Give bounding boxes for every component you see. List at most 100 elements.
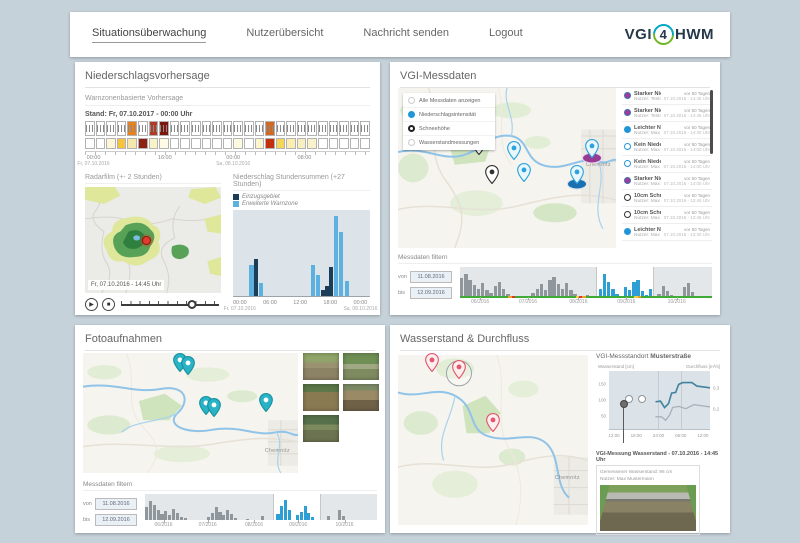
photo-thumbnail[interactable] [343,384,379,411]
forecast-heat-cell [148,138,159,149]
map-pin-water[interactable] [451,359,466,379]
layer-option[interactable]: Niederschlagsintensität [403,108,495,122]
photo-thumbnail[interactable] [303,415,339,442]
forecast-spark-cell [233,121,243,136]
map-pin-rain[interactable] [569,165,584,184]
forecast-heat-cell [254,138,265,149]
map-pin-photo[interactable] [258,392,273,412]
entry-ago: vor 50 Tagen [684,210,710,215]
measurement-entry[interactable]: 10cm SchneeNutzer: Max Mustermann vor 50 … [622,207,712,224]
photo-thumbnail[interactable] [303,384,339,411]
forecast-heat-cell [275,138,286,149]
map-pin-water[interactable] [486,412,500,432]
filter-bis-input[interactable] [95,514,137,526]
map-pin-rain[interactable] [506,141,521,160]
forecast-heat-cell [201,138,212,149]
histogram-bar [326,516,330,520]
forecast-heat-cell [339,138,349,149]
stop-button[interactable]: ■ [102,298,115,311]
filter-von-input[interactable] [410,271,452,283]
entry-user: Nutzer: Max Mustermann [634,148,661,153]
map-pin-photo[interactable] [207,397,222,417]
layer-option[interactable]: Schneehöhe [403,122,495,136]
histogram-bar [183,518,187,520]
measurement-entry[interactable]: 10cm SchneeNutzer: Max Mustermann vor 50 … [622,190,712,207]
station-detail-column: VGI-Messstandort Musterstraße Wasserstan… [596,353,722,536]
list-scrollbar[interactable] [710,90,713,154]
nav-item[interactable]: Nachricht senden [363,26,450,39]
hourly-bar-chart [233,210,370,297]
date-range-histogram[interactable] [460,267,712,298]
measurement-entry[interactable]: Leichter NiederschlagNutzer: Max Musterm… [622,122,712,139]
cursor-handle[interactable] [620,400,629,409]
date-range-histogram[interactable] [145,494,377,520]
city-label: Chemnitz [585,161,611,168]
measurement-info-card[interactable]: Gemessener Wasserstand: 96 cm Nutzer: Ma… [596,465,700,536]
radar-location-marker [142,235,152,245]
bar [315,274,320,296]
entry-title: Starker Niederschlag [634,91,661,97]
histogram-bar [686,283,691,297]
axis-tick: 06:00 [675,433,687,438]
month-tick: 07/2016 [198,520,217,528]
photo-thumbnail[interactable] [343,353,379,380]
wasserstand-map[interactable]: Chemnitz [398,353,588,525]
filter-title: Messdaten filtern [398,254,712,264]
nav-item[interactable]: Nutzerübersicht [246,26,324,39]
slider-handle[interactable] [187,300,197,309]
photo-thumbnail[interactable] [303,353,339,380]
map-pin-rain[interactable] [517,163,532,183]
nav-item[interactable]: Logout [489,26,523,39]
measurement-entry[interactable]: Leichter NiederschlagNutzer: Max Musterm… [622,224,712,241]
measurement-entry[interactable]: Starker NiederschlagNutzer: Testnutzer vo… [622,88,712,105]
layer-option[interactable]: Alle Messdaten anzeigen [403,94,495,108]
axis-tick: 18:00 [323,300,338,306]
measurement-entry[interactable]: Kein NiederschlagNutzer: Max Mustermann v… [622,156,712,173]
legend-entry: Einzugsgebiet [233,194,370,200]
measurement-list: Starker NiederschlagNutzer: Testnutzervo… [622,88,712,248]
radio-icon [408,139,415,146]
measurement-entry[interactable]: Starker NiederschlagNutzer: Testnutzer vo… [622,105,712,122]
forecast-heat-cell [169,138,180,149]
filter-von-input[interactable] [95,498,137,510]
heavy-measurement-icon [624,109,631,116]
entry-ago: vor 50 Tagen [684,227,710,232]
forecast-heat-cell [307,138,318,149]
entry-ago: vor 50 Tagen [684,125,710,130]
map-pin-snow[interactable] [484,165,499,184]
legend-label: Erweiterte Warnzone [242,201,298,207]
histogram-bar [338,510,342,520]
forecast-stand-label: Stand: Fr, 07.10.2017 - 00:00 Uhr [85,111,193,118]
radar-map[interactable]: Fr, 07.10.2016 - 14:45 Uhr [85,187,221,293]
play-button[interactable]: ▶ [85,298,98,311]
fotos-date-filter: Messdaten filtern von bis 06/2016 07/2016 08/… [83,481,377,528]
radar-time-slider[interactable] [119,298,221,311]
chart-axis-labels: Wasserstand [cm] Durchfluss [m³/s] [596,364,722,369]
forecast-spark-cell [85,121,95,136]
forecast-spark-cell [286,121,296,136]
histogram-bar [691,292,695,297]
histogram-bar [464,273,468,297]
vgi-measurement-point[interactable] [625,394,634,403]
measurement-entry[interactable]: Starker NiederschlagNutzer: Max Musterma… [622,173,712,190]
fotoaufnahmen-map[interactable]: Chemnitz [83,353,298,473]
filter-bis-input[interactable] [410,287,452,299]
durchfluss-line [655,405,710,421]
measurement-entry[interactable]: Kein NiederschlagNutzer: Max Mustermann v… [622,139,712,156]
messdaten-map[interactable]: Chemnitz Alle Messdaten anzeigen Niedersc… [398,88,616,248]
station-title-prefix: VGI-Messstandort [596,353,649,360]
map-pin-rain[interactable] [585,139,599,159]
time-cursor[interactable] [620,400,629,443]
axis-tick: 00:00 Sa, 08.10.2016 [343,300,378,312]
none-measurement-icon [624,160,631,167]
layer-option[interactable]: Wasserstandmessungen [403,136,495,149]
heat-row [85,138,371,149]
entry-time: 07.10.2016 - 14:45 Uhr [663,96,710,101]
map-pin-water[interactable] [425,353,440,372]
messdaten-date-filter: Messdaten filtern von bis 06/2016 07/2016 08/… [398,254,712,308]
chart-lines [609,371,710,429]
map-pin-photo[interactable] [181,355,196,375]
nav-item[interactable]: Situationsüberwachung [92,27,207,43]
vgi-measurement-point[interactable] [638,394,647,403]
forecast-spark-cell [106,121,116,136]
